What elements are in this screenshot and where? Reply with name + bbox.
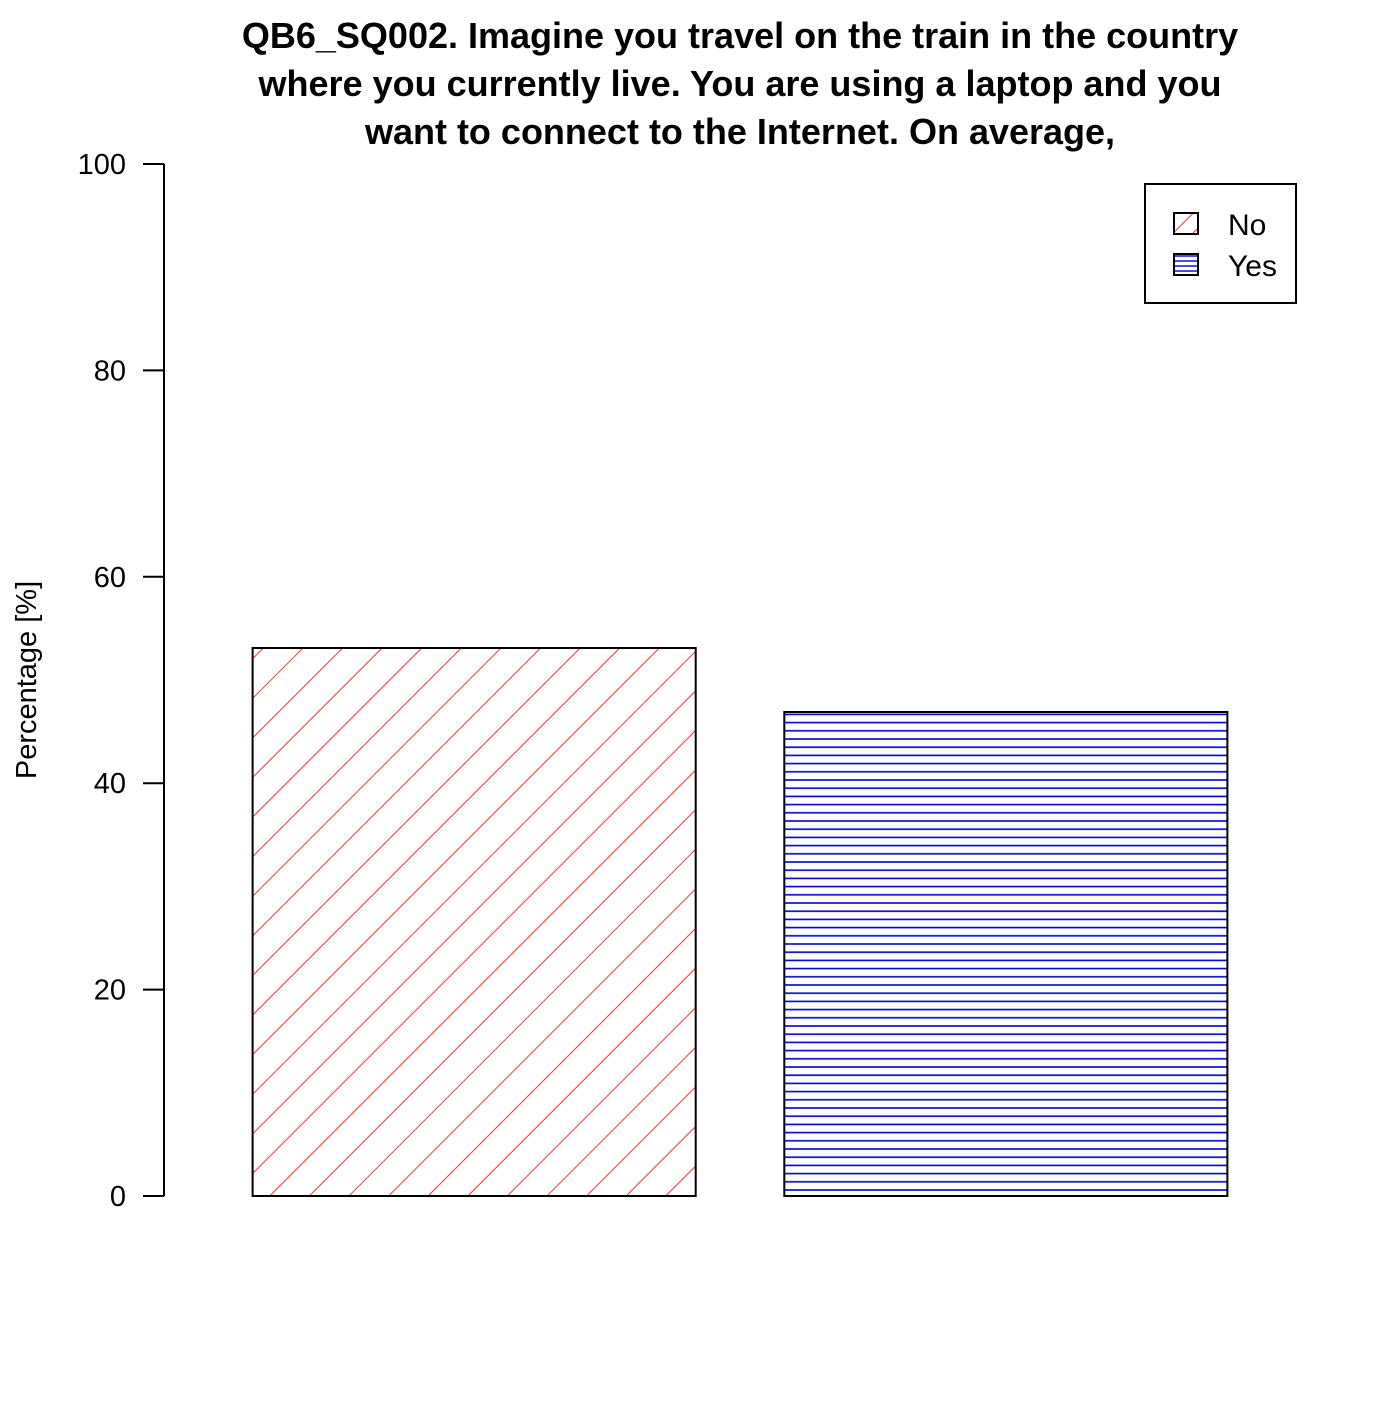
y-tick-label: 20	[94, 975, 126, 1007]
bar-yes	[783, 710, 1229, 1197]
legend-swatch-yes	[1173, 253, 1199, 276]
title-line-2: where you currently live. You are using …	[258, 63, 1222, 104]
y-tick-label: 40	[94, 768, 126, 800]
y-tick-label: 60	[94, 562, 126, 594]
bars	[251, 647, 1229, 1197]
chart-title: QB6_SQ002. Imagine you travel on the tra…	[242, 15, 1238, 152]
legend-box	[1144, 183, 1297, 304]
y-tick-label: 0	[110, 1181, 126, 1213]
y-axis-label: Percentage [%]	[11, 581, 43, 779]
title-line-1: QB6_SQ002. Imagine you travel on the tra…	[242, 15, 1238, 56]
title-line-3: want to connect to the Internet. On aver…	[364, 111, 1115, 152]
legend-label-no: No	[1228, 209, 1266, 242]
legend-label-yes: Yes	[1228, 250, 1277, 283]
y-axis: 0 20 40 60 80 100	[78, 149, 165, 1213]
y-tick-label: 100	[78, 149, 126, 181]
bar-no	[251, 647, 697, 1197]
y-tick-label: 80	[94, 355, 126, 387]
legend-swatch-no	[1173, 212, 1199, 235]
legend: No Yes	[1144, 183, 1297, 304]
